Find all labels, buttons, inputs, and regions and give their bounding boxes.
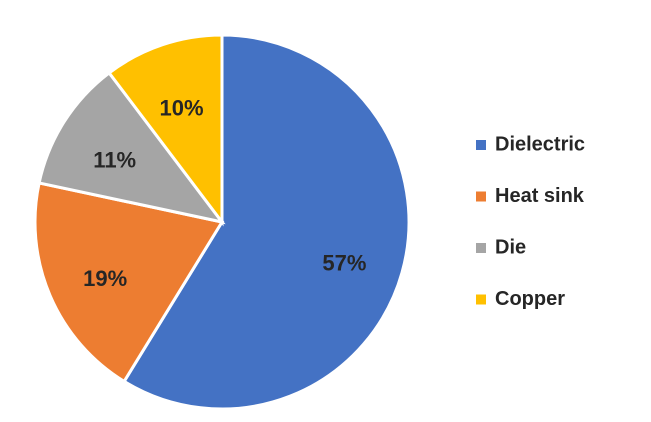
pie-slice xyxy=(107,33,224,227)
value-label: 57% xyxy=(322,250,366,275)
pie-slice xyxy=(37,70,226,225)
legend-label: Heat sink xyxy=(495,185,585,207)
legend-swatch xyxy=(476,294,486,305)
legend-swatch xyxy=(476,191,486,202)
pie-slice xyxy=(33,181,225,384)
value-label: 10% xyxy=(160,95,204,120)
legend-swatch xyxy=(476,243,486,253)
legend-swatch xyxy=(476,140,486,150)
value-label: 11% xyxy=(93,148,136,173)
legend-label: Copper xyxy=(495,288,565,310)
legend-label: Die xyxy=(495,236,526,258)
value-label: 19% xyxy=(83,266,127,291)
pie-slice xyxy=(122,33,411,411)
legend-label: Dielectric xyxy=(495,133,585,155)
